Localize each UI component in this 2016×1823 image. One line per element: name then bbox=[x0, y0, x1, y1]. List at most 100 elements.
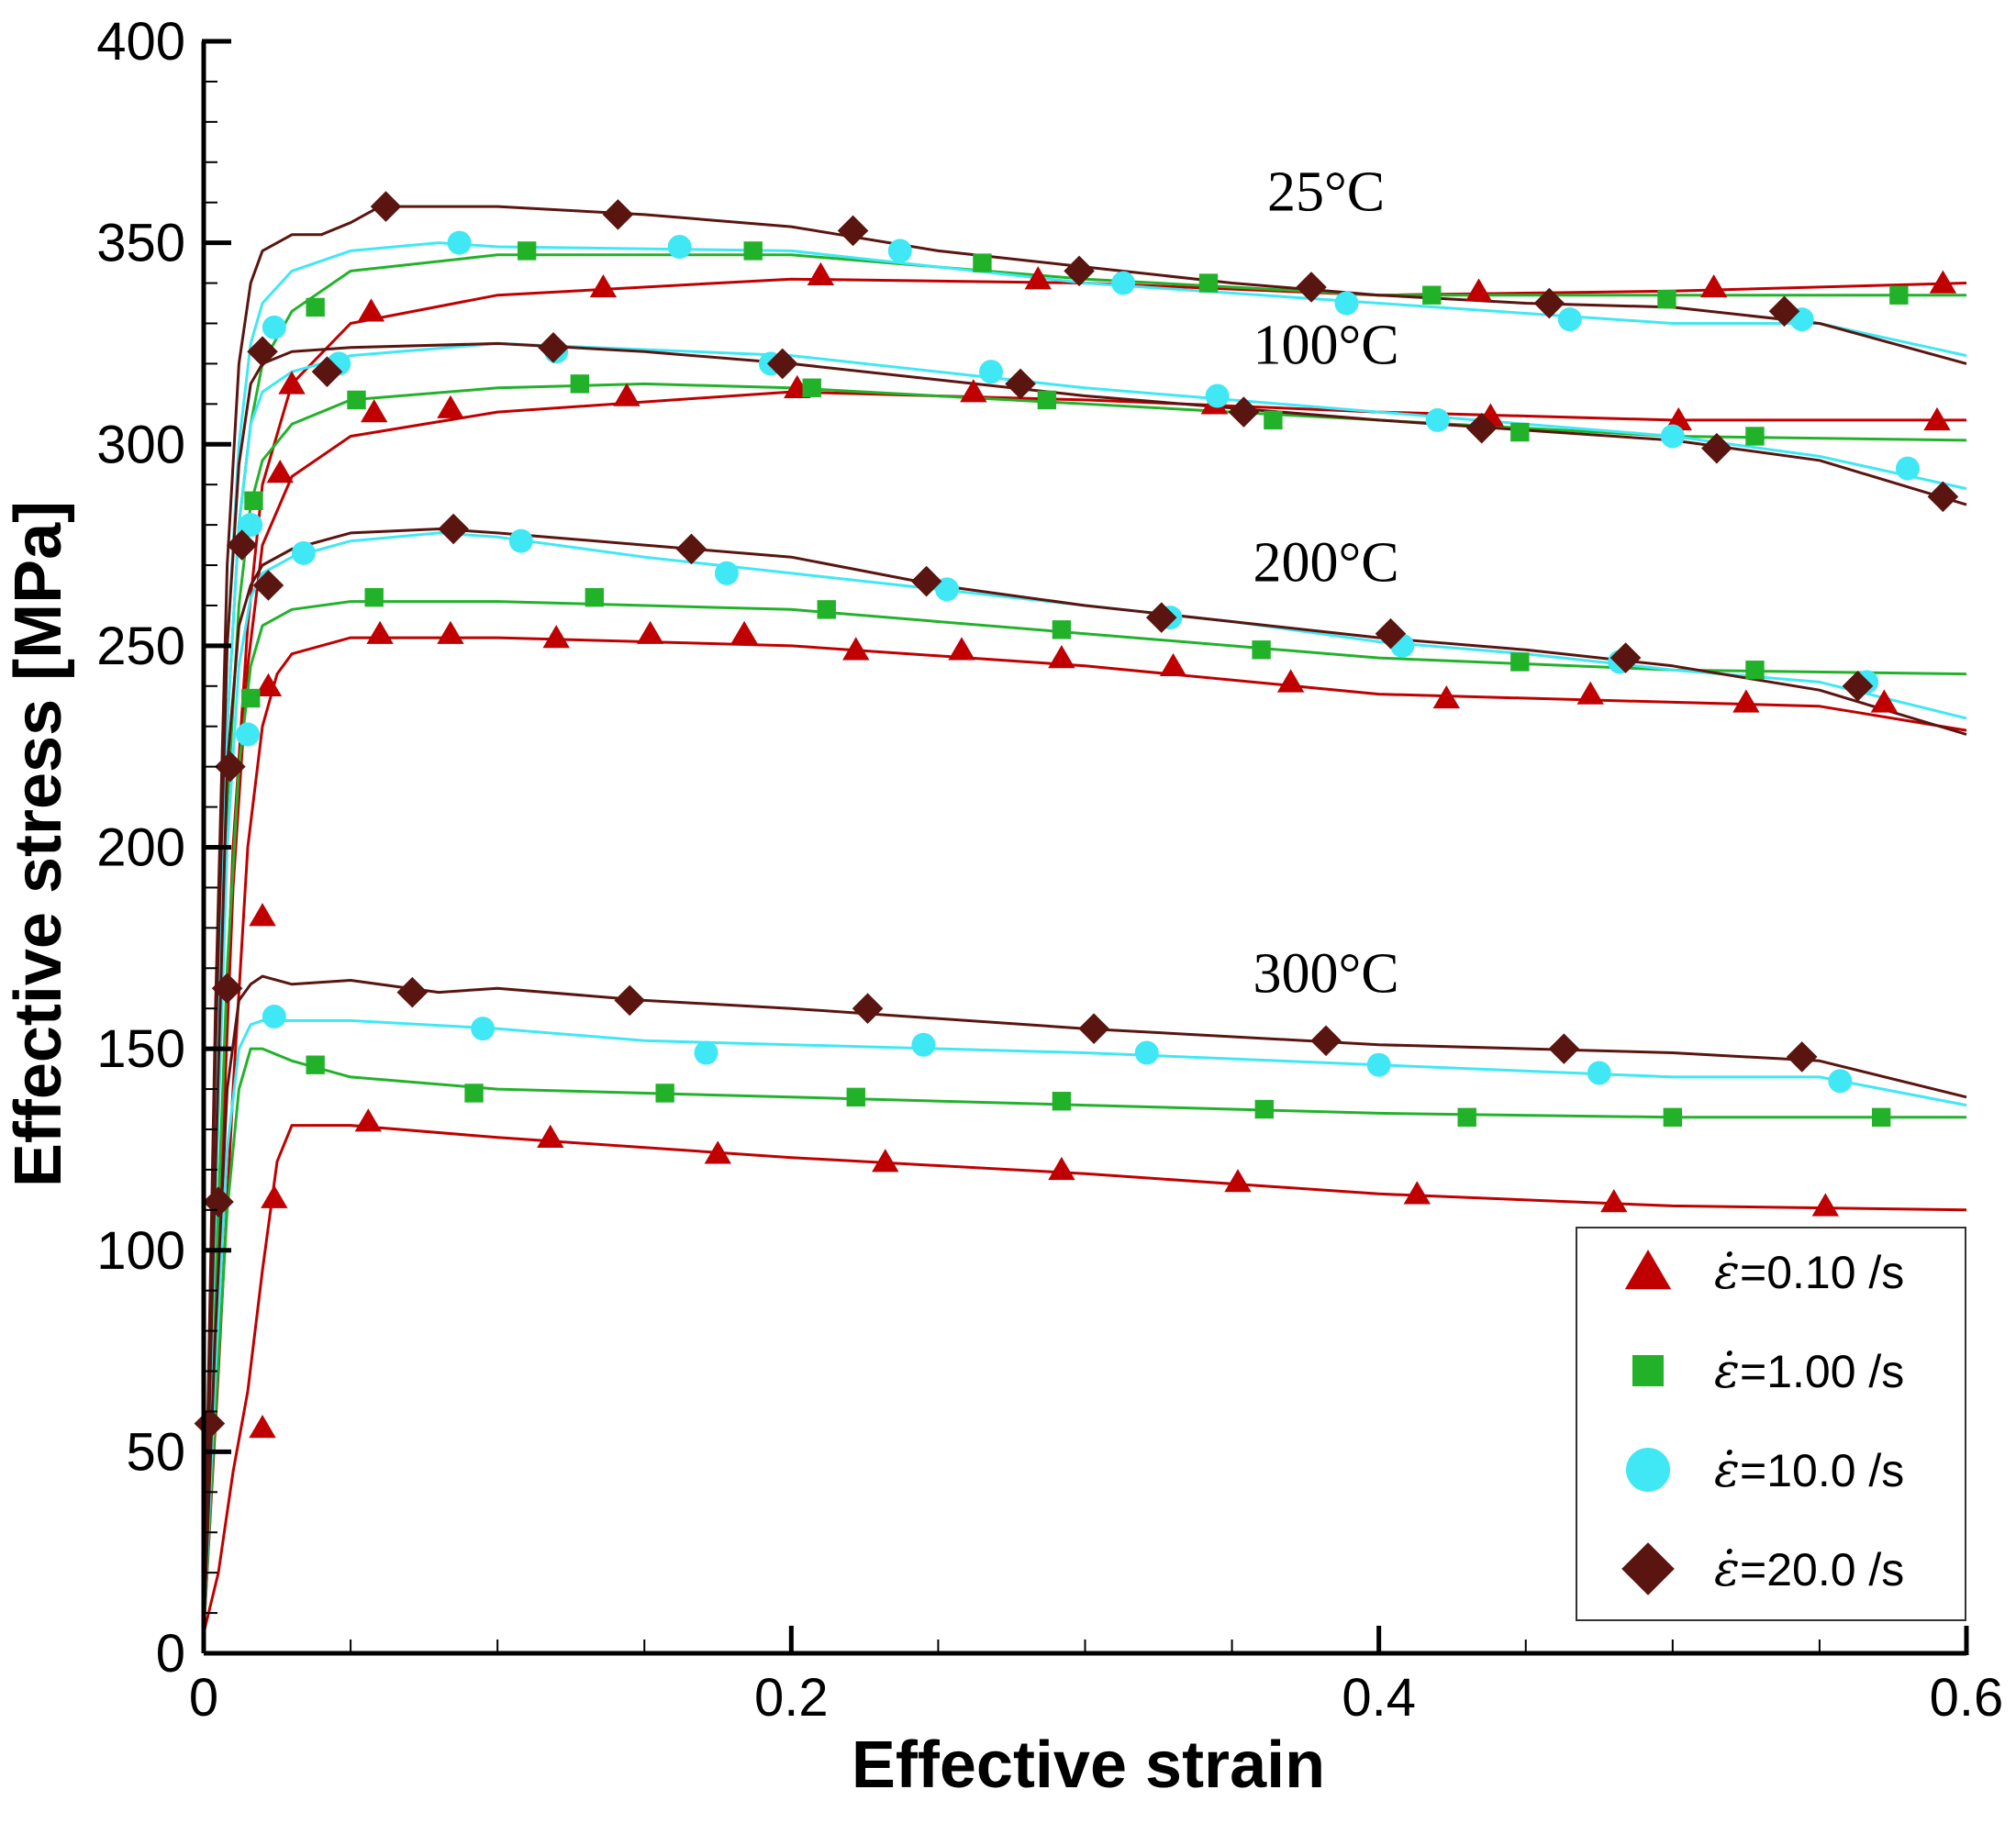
data-point-r10 bbox=[911, 1032, 936, 1057]
data-point-r1 bbox=[655, 1084, 674, 1103]
data-point-r10 bbox=[979, 360, 1004, 384]
data-point-r10 bbox=[471, 1017, 496, 1041]
data-point-r01 bbox=[266, 459, 294, 484]
series-line-300c-r10 bbox=[202, 1018, 1967, 1634]
data-point-r10 bbox=[1557, 307, 1582, 332]
legend-item-r01: ε̇ =0.10 /s bbox=[1624, 1245, 1904, 1300]
legend-item-r20: ε̇ =20.0 /s bbox=[1621, 1542, 1904, 1597]
data-point-r20 bbox=[1005, 368, 1036, 400]
data-point-r1 bbox=[743, 241, 763, 261]
data-point-r20 bbox=[211, 973, 243, 1005]
series-line-200c-r20 bbox=[202, 528, 1967, 1634]
data-point-r1 bbox=[1457, 1107, 1476, 1127]
data-point-r01 bbox=[542, 625, 570, 649]
x-tick-label: 0.4 bbox=[1342, 1668, 1416, 1728]
x-tick-label: 0 bbox=[189, 1668, 218, 1728]
data-point-r20 bbox=[1296, 272, 1327, 303]
series-line-200c-r10 bbox=[202, 531, 1967, 1634]
data-point-r1 bbox=[1510, 652, 1530, 672]
data-point-r10 bbox=[714, 561, 739, 585]
data-point-r1 bbox=[1198, 273, 1219, 293]
data-point-r10 bbox=[1134, 1040, 1159, 1065]
series-line-300c-r01 bbox=[202, 1124, 1967, 1634]
data-point-r01 bbox=[589, 273, 618, 298]
data-point-r01 bbox=[437, 395, 464, 418]
legend-marker-r10 bbox=[1626, 1448, 1670, 1492]
data-point-r20 bbox=[1465, 412, 1498, 444]
legend-rate-symbol: ε̇ bbox=[1714, 1542, 1740, 1597]
legend-item-r10: ε̇ =10.0 /s bbox=[1626, 1443, 1904, 1498]
data-point-r1 bbox=[1254, 1099, 1275, 1119]
data-point-r01 bbox=[437, 620, 464, 644]
data-point-r10 bbox=[291, 540, 316, 565]
data-point-r1 bbox=[364, 587, 384, 607]
temperature-label: 25°C bbox=[1267, 161, 1385, 223]
tick-label-layer: 0 50 100 150 200 250 300 350 400 0 0.2 0.4 0.6 bbox=[96, 12, 2003, 1728]
data-point-r1 bbox=[1052, 1092, 1072, 1111]
data-point-r20 bbox=[614, 984, 646, 1017]
data-point-r1 bbox=[585, 587, 605, 607]
data-point-r01 bbox=[357, 298, 385, 322]
data-point-r20 bbox=[1078, 1013, 1109, 1044]
y-tick-label: 200 bbox=[96, 818, 185, 878]
data-point-r20 bbox=[396, 976, 429, 1008]
data-point-r1 bbox=[241, 688, 261, 708]
data-point-r10 bbox=[667, 235, 692, 260]
data-point-r01 bbox=[1024, 266, 1052, 290]
data-point-r01 bbox=[278, 371, 306, 395]
temperature-label: 300°C bbox=[1253, 943, 1398, 1006]
data-point-r01 bbox=[254, 673, 283, 696]
data-point-r01 bbox=[613, 383, 640, 406]
data-point-r01 bbox=[636, 620, 664, 644]
data-point-r20 bbox=[1375, 617, 1407, 650]
data-point-r01 bbox=[872, 1149, 899, 1173]
data-point-r10 bbox=[236, 722, 261, 747]
data-point-r1 bbox=[517, 241, 537, 261]
data-point-r01 bbox=[360, 399, 388, 423]
data-point-r1 bbox=[306, 297, 325, 317]
data-point-r20 bbox=[852, 993, 884, 1024]
data-point-r10 bbox=[1111, 271, 1136, 295]
legend-label: =0.10 /s bbox=[1740, 1247, 1904, 1298]
data-point-r20 bbox=[602, 199, 634, 230]
x-tick-label: 0.2 bbox=[754, 1668, 829, 1728]
data-point-r20 bbox=[1842, 671, 1874, 702]
data-point-r1 bbox=[817, 600, 836, 619]
legend-marker-r01 bbox=[1624, 1250, 1672, 1290]
data-point-r01 bbox=[807, 261, 835, 285]
data-point-r01 bbox=[960, 379, 987, 403]
data-point-r20 bbox=[1228, 396, 1260, 428]
data-point-r10 bbox=[262, 1004, 286, 1028]
data-point-r20 bbox=[675, 533, 707, 565]
data-point-r1 bbox=[802, 378, 821, 397]
legend-rate-symbol: ε̇ bbox=[1714, 1443, 1740, 1498]
data-point-r01 bbox=[354, 1108, 382, 1132]
data-point-r01 bbox=[704, 1140, 731, 1164]
data-point-r10 bbox=[1895, 456, 1920, 481]
temperature-label: 200°C bbox=[1253, 532, 1398, 595]
legend-label: =1.00 /s bbox=[1740, 1346, 1904, 1397]
legend-marker-r1 bbox=[1632, 1355, 1664, 1386]
data-point-r10 bbox=[508, 528, 533, 553]
data-point-r20 bbox=[1609, 642, 1642, 673]
data-point-r01 bbox=[1600, 1189, 1628, 1213]
data-point-r1 bbox=[973, 253, 992, 272]
data-point-r01 bbox=[948, 637, 975, 661]
legend-items: ε̇ =0.10 /sε̇ =1.00 /sε̇ =10.0 /sε̇ =20.0 /s bbox=[1621, 1245, 1904, 1597]
data-point-r1 bbox=[1052, 620, 1072, 639]
data-point-r20 bbox=[1064, 255, 1095, 287]
y-tick-label: 0 bbox=[156, 1624, 185, 1684]
data-point-r01 bbox=[1929, 270, 1957, 294]
data-point-r1 bbox=[1510, 422, 1530, 442]
data-point-r10 bbox=[1587, 1061, 1611, 1085]
data-point-r01 bbox=[1576, 681, 1604, 705]
data-point-r1 bbox=[347, 390, 366, 410]
y-tick-label: 250 bbox=[96, 617, 185, 676]
data-point-r1 bbox=[1871, 1107, 1891, 1127]
data-point-r10 bbox=[1334, 291, 1359, 316]
data-point-r1 bbox=[1889, 285, 1909, 305]
data-point-r01 bbox=[730, 620, 758, 644]
legend-rate-symbol: ε̇ bbox=[1714, 1344, 1740, 1399]
data-point-r1 bbox=[464, 1084, 484, 1103]
